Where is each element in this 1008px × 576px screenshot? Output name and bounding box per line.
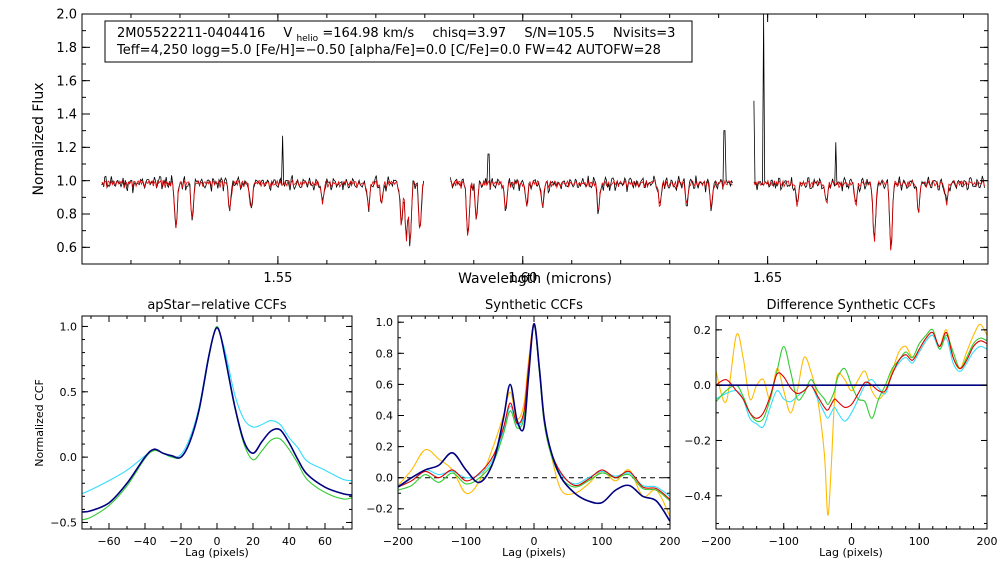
object-id: 2M05522211-0404416 — [117, 26, 265, 41]
apstar-ccf-x-label: Lag (pixels) — [185, 546, 249, 559]
info-line-1: 2M05522211-0404416 V helio =164.98 km/s … — [117, 26, 675, 45]
y-tick-label: 0.0 — [60, 451, 78, 464]
y-tick-label: 0.4 — [376, 409, 394, 422]
y-tick-label: 0.6 — [56, 241, 77, 256]
y-tick-label: 0.6 — [376, 378, 394, 391]
y-tick-label: 1.2 — [56, 141, 77, 156]
apstar-ccf-series — [82, 325, 352, 521]
synthetic-ccf-axes-frame — [397, 315, 671, 530]
x-tick-label: 0 — [214, 535, 221, 548]
y-tick-label: −0.2 — [684, 434, 711, 447]
difference-ccf-panel: −200 −100 0 100 200 −0.4 −0.2 0.0 0.2 Difference… — [684, 298, 997, 559]
x-tick-label: 60 — [318, 535, 332, 548]
x-tick-label: 0 — [531, 535, 538, 548]
spectrum-observed-chip-1 — [101, 135, 425, 247]
synthetic_ccf-series-orange — [398, 324, 670, 517]
y-tick-label: 0.8 — [56, 208, 77, 223]
apstar_ccf-series-cyan — [82, 327, 352, 495]
x-tick-label: −100 — [769, 535, 799, 548]
x-tick-label: −200 — [701, 535, 731, 548]
y-tick-label: 1.8 — [56, 41, 77, 56]
synthetic_ccf-series-darkblue — [398, 322, 670, 522]
y-tick-label: −0.5 — [50, 516, 77, 529]
synthetic-ccf-panel: −200 −100 0 100 200 −0.2 0.0 0.2 0.4 0.6 0.8 1.0 Sy… — [366, 298, 680, 559]
spectrum-observed-chip-3 — [753, 14, 985, 250]
difference-ccf-title: Difference Synthetic CCFs — [766, 298, 935, 313]
x-tick-label: 1.65 — [753, 271, 782, 286]
spectrum-model-chip-3 — [753, 179, 985, 251]
synthetic-ccf-ticks: −200 −100 0 100 200 −0.2 0.0 0.2 0.4 0.6 0.8 1.0 — [366, 316, 681, 548]
spectrum-observed-chip-2 — [449, 130, 733, 233]
y-tick-label: 1.0 — [376, 316, 394, 329]
difference-ccf-axes-frame — [715, 315, 988, 530]
y-tick-label: 0.2 — [376, 441, 394, 454]
x-tick-label: 100 — [592, 535, 613, 548]
apstar-ccf-title: apStar−relative CCFs — [147, 298, 287, 313]
y-tick-label: 1.0 — [60, 320, 78, 333]
chisq-value: chisq=3.97 — [432, 26, 506, 41]
y-tick-label: 0.2 — [694, 324, 712, 337]
stellar-params-line: Teff=4,250 logg=5.0 [Fe/H]=−0.50 [alpha/… — [116, 43, 661, 58]
x-tick-label: −200 — [383, 535, 413, 548]
apstar-ccf-y-label: Normalized CCF — [33, 379, 46, 467]
difference_ccf-series-cyan — [716, 334, 987, 429]
difference_ccf-series-green — [716, 328, 987, 423]
y-tick-label: 1.4 — [56, 108, 77, 123]
synthetic-ccf-series — [398, 322, 670, 522]
apstar-ccf-axes-frame — [81, 315, 353, 530]
x-tick-label: −20 — [169, 535, 192, 548]
snr-value: S/N=105.5 — [524, 26, 594, 41]
nvisits-value: Nvisits=3 — [613, 26, 675, 41]
v-label: V — [283, 26, 292, 41]
x-tick-label: 1.60 — [508, 271, 537, 286]
x-tick-label: 100 — [909, 535, 930, 548]
spectrum-series — [101, 14, 985, 251]
synthetic_ccf-series-cyan — [398, 324, 670, 497]
x-tick-label: 20 — [246, 535, 260, 548]
info-box — [104, 20, 693, 63]
y-tick-label: 0.0 — [376, 472, 394, 485]
x-tick-label: 200 — [977, 535, 998, 548]
spectrum-model-chip-1 — [101, 179, 424, 242]
y-tick-label: 0.5 — [60, 386, 78, 399]
spectrum-x-label: Wavelength (microns) — [458, 271, 612, 287]
spectrum-y-label: Normalized Flux — [31, 83, 47, 196]
apstar-ccf-panel: −60 −40 −20 0 20 40 60 −0.5 0.0 0.5 1.0 apStar−rel… — [33, 298, 353, 559]
x-tick-label: 0 — [848, 535, 855, 548]
spectrum-panel: 1.55 1.60 1.65 0.6 0.8 1.0 1.2 1.4 1.6 1.8 2.0 2M0… — [31, 8, 989, 287]
y-tick-label: 1.6 — [56, 74, 77, 89]
difference_ccf-series-red — [716, 331, 987, 419]
difference-ccf-series — [716, 323, 987, 516]
x-tick-label: −60 — [97, 535, 120, 548]
y-tick-label: −0.2 — [366, 503, 393, 516]
x-tick-label: 40 — [282, 535, 296, 548]
spectrum-axes-frame — [81, 13, 989, 265]
y-tick-label: 2.0 — [56, 8, 77, 23]
y-tick-label: 0.0 — [694, 379, 712, 392]
apstar-ccf-ticks: −60 −40 −20 0 20 40 60 −0.5 0.0 0.5 1.0 — [50, 316, 352, 548]
synthetic-ccf-title: Synthetic CCFs — [485, 298, 583, 313]
v-helio-value: =164.98 km/s — [322, 26, 414, 41]
y-tick-label: −0.4 — [684, 490, 711, 503]
y-tick-label: 0.8 — [376, 347, 394, 360]
apstar_ccf-series-darkblue — [82, 326, 352, 513]
difference-ccf-ticks: −200 −100 0 100 200 −0.4 −0.2 0.0 0.2 — [684, 316, 998, 548]
synthetic-ccf-x-label: Lag (pixels) — [502, 546, 566, 559]
spectrum-ticks: 1.55 1.60 1.65 0.6 0.8 1.0 1.2 1.4 1.6 1.8 2.0 — [56, 8, 988, 286]
apstar_ccf-series-green — [82, 325, 352, 521]
y-tick-label: 1.0 — [56, 174, 77, 189]
spectrum-model-chip-2 — [450, 179, 733, 236]
x-tick-label: 1.55 — [263, 271, 292, 286]
x-tick-label: −40 — [133, 535, 156, 548]
difference_ccf-series-orange — [716, 323, 987, 516]
x-tick-label: 200 — [660, 535, 681, 548]
x-tick-label: −100 — [451, 535, 481, 548]
v-subscript: helio — [296, 34, 318, 44]
difference-ccf-x-label: Lag (pixels) — [819, 546, 883, 559]
